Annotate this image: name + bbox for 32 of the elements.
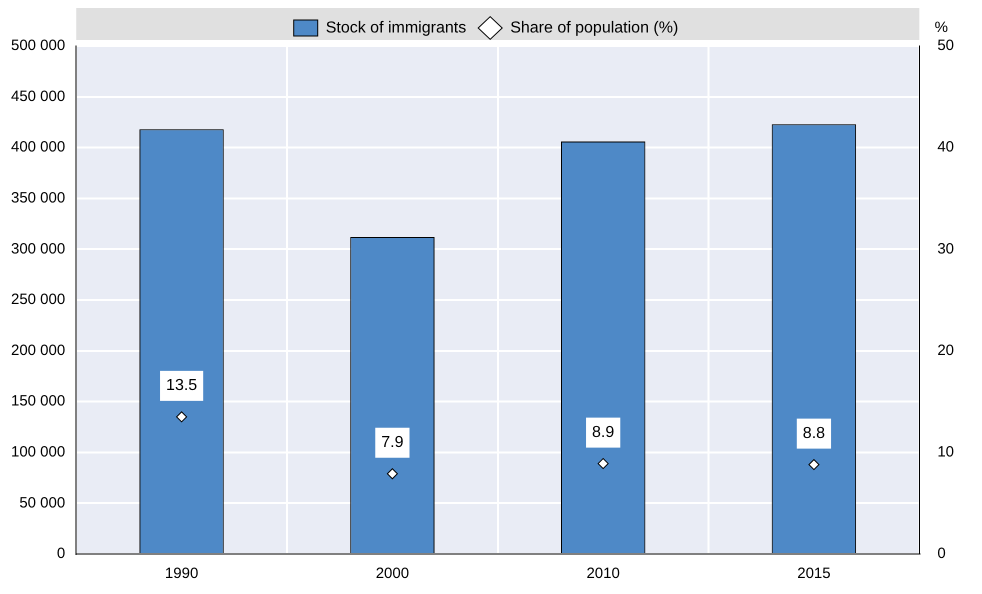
- data-label: 13.5: [166, 377, 198, 394]
- point: [808, 459, 820, 470]
- y-tick-label: 500 000: [10, 37, 66, 54]
- y2-tick-label: 40: [937, 138, 954, 156]
- y-tick-label: 300 000: [10, 240, 66, 258]
- y2-tick-label: 50: [937, 37, 954, 54]
- y-tick-label: 150 000: [10, 392, 66, 410]
- y-tick-label: 50 000: [19, 494, 66, 512]
- y-tick-label: 350 000: [10, 190, 66, 207]
- point: [176, 411, 188, 422]
- y2-tick-label: 30: [937, 240, 954, 258]
- point: [598, 458, 609, 470]
- x-tick-label: 2000: [376, 565, 410, 582]
- y2-tick-label: 20: [937, 342, 954, 359]
- x-tick-label: 2015: [797, 565, 831, 582]
- point: [386, 468, 398, 480]
- data-label: 8.8: [802, 425, 826, 442]
- y-tick-label: 450 000: [10, 88, 66, 105]
- y-tick-label: 250 000: [10, 291, 66, 308]
- y2-tick-label: 10: [937, 444, 954, 461]
- legend-label: Share of population (%): [510, 19, 678, 36]
- y-tick-label: 0: [56, 545, 66, 562]
- data-label: 8.9: [592, 424, 614, 441]
- x-tick-label: 1990: [164, 565, 198, 582]
- y-tick-label: 400 000: [10, 138, 66, 156]
- legend-label: Stock of immigrants: [326, 19, 466, 36]
- y2-tick-label: 0: [937, 545, 946, 562]
- x-tick-label: 2010: [586, 565, 620, 582]
- y-tick-label: 200 000: [10, 342, 66, 359]
- data-label: 7.9: [381, 434, 404, 452]
- y2-axis-title: %: [934, 19, 948, 36]
- y-tick-label: 100 000: [10, 444, 66, 461]
